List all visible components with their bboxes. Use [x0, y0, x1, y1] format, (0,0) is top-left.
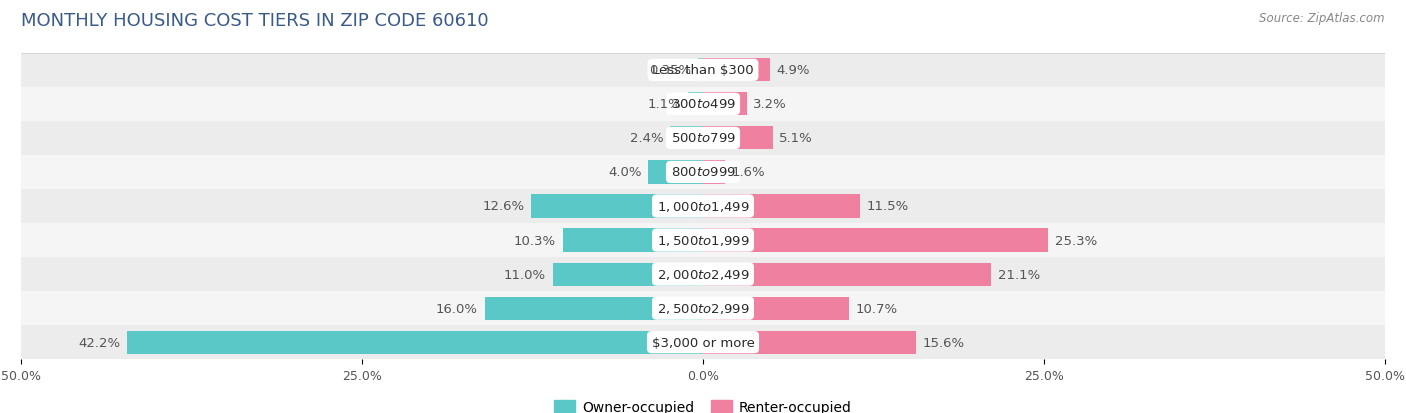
Bar — [703, 297, 849, 320]
Bar — [21, 325, 1385, 359]
Bar — [128, 331, 703, 354]
Text: 2.4%: 2.4% — [630, 132, 664, 145]
Text: Less than $300: Less than $300 — [652, 64, 754, 77]
Text: 15.6%: 15.6% — [922, 336, 965, 349]
Text: $500 to $799: $500 to $799 — [671, 132, 735, 145]
Text: 10.3%: 10.3% — [513, 234, 555, 247]
Text: MONTHLY HOUSING COST TIERS IN ZIP CODE 60610: MONTHLY HOUSING COST TIERS IN ZIP CODE 6… — [21, 12, 489, 30]
Bar — [21, 292, 1385, 325]
Bar — [699, 59, 703, 82]
Text: 11.5%: 11.5% — [866, 200, 908, 213]
Bar — [703, 59, 770, 82]
Text: 4.9%: 4.9% — [776, 64, 810, 77]
Bar — [531, 195, 703, 218]
Text: 4.0%: 4.0% — [609, 166, 641, 179]
Text: 1.1%: 1.1% — [647, 98, 681, 111]
Text: 11.0%: 11.0% — [503, 268, 546, 281]
Bar — [21, 190, 1385, 223]
Text: $3,000 or more: $3,000 or more — [651, 336, 755, 349]
Bar — [671, 127, 703, 150]
Text: $2,500 to $2,999: $2,500 to $2,999 — [657, 301, 749, 316]
Bar — [688, 93, 703, 116]
Text: 16.0%: 16.0% — [436, 302, 478, 315]
Bar — [648, 161, 703, 184]
Text: $2,000 to $2,499: $2,000 to $2,499 — [657, 268, 749, 281]
Bar — [562, 229, 703, 252]
Bar — [21, 88, 1385, 121]
Bar — [703, 93, 747, 116]
Bar — [703, 161, 725, 184]
Text: $1,500 to $1,999: $1,500 to $1,999 — [657, 233, 749, 247]
Bar — [703, 331, 915, 354]
Text: $800 to $999: $800 to $999 — [671, 166, 735, 179]
Bar — [21, 223, 1385, 257]
Bar — [703, 195, 860, 218]
Text: $300 to $499: $300 to $499 — [671, 98, 735, 111]
Text: 10.7%: 10.7% — [856, 302, 898, 315]
Text: 3.2%: 3.2% — [754, 98, 787, 111]
Text: 1.6%: 1.6% — [731, 166, 765, 179]
Bar — [21, 121, 1385, 156]
Text: 5.1%: 5.1% — [779, 132, 813, 145]
Bar — [553, 263, 703, 286]
Bar — [485, 297, 703, 320]
Text: 0.35%: 0.35% — [650, 64, 692, 77]
Bar — [703, 263, 991, 286]
Text: 21.1%: 21.1% — [998, 268, 1040, 281]
Text: Source: ZipAtlas.com: Source: ZipAtlas.com — [1260, 12, 1385, 25]
Bar — [21, 54, 1385, 88]
Bar — [703, 127, 772, 150]
Bar — [703, 229, 1047, 252]
Text: 25.3%: 25.3% — [1054, 234, 1097, 247]
Text: 42.2%: 42.2% — [79, 336, 121, 349]
Text: 12.6%: 12.6% — [482, 200, 524, 213]
Legend: Owner-occupied, Renter-occupied: Owner-occupied, Renter-occupied — [548, 394, 858, 413]
Bar — [21, 156, 1385, 190]
Bar — [21, 257, 1385, 292]
Text: $1,000 to $1,499: $1,000 to $1,499 — [657, 199, 749, 214]
